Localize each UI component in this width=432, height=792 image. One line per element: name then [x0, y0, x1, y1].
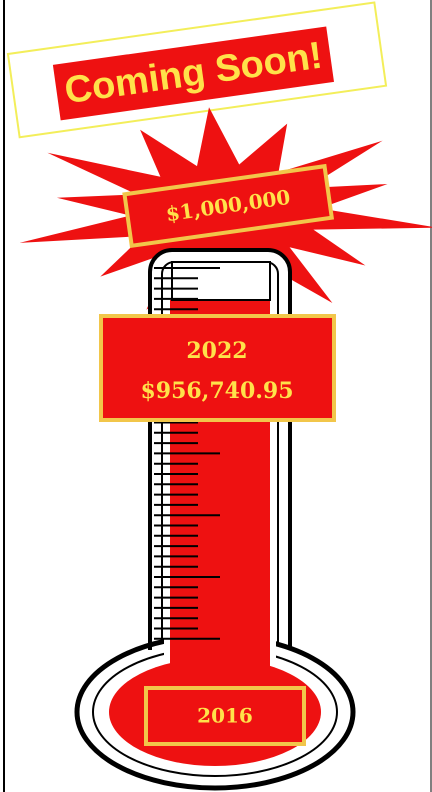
current-year: 2022 — [186, 338, 247, 364]
start-year: 2016 — [197, 704, 253, 728]
thermometer-graphic: Coming Soon! $1,000,000 2022 $956,740.95… — [0, 0, 432, 792]
page: Coming Soon! $1,000,000 2022 $956,740.95… — [0, 0, 432, 792]
current-box — [101, 316, 334, 420]
current-amount: $956,740.95 — [140, 378, 293, 404]
banner: Coming Soon! — [8, 3, 386, 138]
